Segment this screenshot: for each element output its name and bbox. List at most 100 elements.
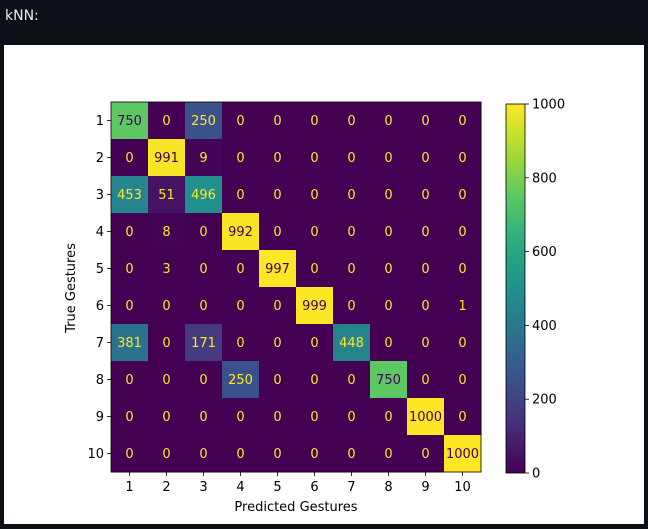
cell-value-label: 0 xyxy=(199,225,207,240)
cell-value-label: 0 xyxy=(458,114,466,129)
heatmap-cell xyxy=(296,250,334,288)
cell-value-label: 0 xyxy=(162,373,170,388)
heatmap-cell xyxy=(222,435,260,473)
heatmap-cell xyxy=(444,435,482,473)
heatmap-cell xyxy=(185,102,223,140)
heatmap-cell xyxy=(111,213,149,251)
cell-value-label: 750 xyxy=(376,373,401,388)
heatmap-cell xyxy=(444,250,482,288)
cell-value-label: 0 xyxy=(458,151,466,166)
colorbar-gradient xyxy=(505,103,526,474)
cell-value-label: 0 xyxy=(384,188,392,203)
cell-value-label: 448 xyxy=(339,336,364,351)
cell-value-label: 0 xyxy=(310,373,318,388)
cell-value-label: 0 xyxy=(236,447,244,462)
cell-value-label: 0 xyxy=(384,336,392,351)
notebook-cell-title: kNN: xyxy=(5,8,39,24)
heatmap-cell xyxy=(333,324,371,362)
cell-value-label: 0 xyxy=(384,299,392,314)
cell-value-label: 0 xyxy=(125,410,133,425)
x-tick-label: 1 xyxy=(125,480,133,495)
cell-value-label: 0 xyxy=(273,410,281,425)
cell-value-label: 0 xyxy=(273,373,281,388)
heatmap-cell xyxy=(296,139,334,177)
heatmap-cell xyxy=(259,435,297,473)
heatmap-cell xyxy=(370,139,408,177)
cell-value-label: 0 xyxy=(347,262,355,277)
heatmap-cell xyxy=(370,213,408,251)
heatmap-cell xyxy=(111,398,149,436)
heatmap-cell xyxy=(259,213,297,251)
heatmap-cell xyxy=(444,139,482,177)
heatmap-cell xyxy=(296,176,334,214)
y-tick-label: 6 xyxy=(96,299,104,314)
cell-value-label: 0 xyxy=(458,262,466,277)
heatmap-cell xyxy=(148,287,186,325)
cell-value-label: 0 xyxy=(310,225,318,240)
heatmap-cell xyxy=(370,287,408,325)
heatmap-cell xyxy=(185,435,223,473)
heatmap-cell xyxy=(296,324,334,362)
cell-value-label: 0 xyxy=(236,114,244,129)
heatmap-cell xyxy=(148,176,186,214)
heatmap-cell xyxy=(111,287,149,325)
heatmap-cell xyxy=(111,435,149,473)
heatmap-cell xyxy=(370,435,408,473)
cell-value-label: 0 xyxy=(199,299,207,314)
cell-value-label: 0 xyxy=(199,447,207,462)
cell-value-label: 0 xyxy=(273,447,281,462)
cell-value-label: 0 xyxy=(162,114,170,129)
cell-value-label: 0 xyxy=(421,299,429,314)
x-tick-label: 5 xyxy=(273,480,281,495)
heatmap-cell xyxy=(444,324,482,362)
heatmap-cell xyxy=(333,398,371,436)
heatmap-cell xyxy=(259,324,297,362)
cell-value-label: 0 xyxy=(273,151,281,166)
heatmap-cell xyxy=(444,398,482,436)
cell-value-label: 0 xyxy=(347,447,355,462)
colorbar-tick-label: 400 xyxy=(532,319,557,334)
heatmap-cell xyxy=(333,435,371,473)
x-tick-label: 3 xyxy=(199,480,207,495)
cell-value-label: 9 xyxy=(199,151,207,166)
y-tick-label: 8 xyxy=(96,373,104,388)
cell-value-label: 0 xyxy=(125,262,133,277)
cell-value-label: 0 xyxy=(199,410,207,425)
cell-annotations: 750 0 250 0 0 0 0 0 0 0 0 991 9 0 0 0 0 0 0 0 453 51 496 0 0 0 0 0 0… xyxy=(117,114,479,462)
heatmap-cell xyxy=(333,176,371,214)
heatmap-cell xyxy=(296,213,334,251)
heatmap-cell xyxy=(407,435,445,473)
cell-value-label: 8 xyxy=(162,225,170,240)
cell-value-label: 0 xyxy=(310,114,318,129)
heatmap-cell xyxy=(370,102,408,140)
colorbar-tick-label: 600 xyxy=(532,245,557,260)
heatmap-cell xyxy=(259,176,297,214)
cell-value-label: 1 xyxy=(458,299,466,314)
heatmap-cell xyxy=(185,176,223,214)
heatmap-cell xyxy=(407,287,445,325)
y-axis-label: True Gestures xyxy=(64,243,79,334)
cell-value-label: 3 xyxy=(162,262,170,277)
cell-value-label: 250 xyxy=(228,373,253,388)
cell-value-label: 0 xyxy=(199,373,207,388)
heatmap-cell xyxy=(444,361,482,399)
heatmap-cell xyxy=(296,398,334,436)
heatmap-cell xyxy=(259,398,297,436)
heatmap-cell xyxy=(333,361,371,399)
x-tick-label: 4 xyxy=(236,480,244,495)
heatmap-cell xyxy=(222,176,260,214)
colorbar-tick-label: 0 xyxy=(532,467,540,482)
cell-value-label: 750 xyxy=(117,114,142,129)
cell-value-label: 0 xyxy=(458,373,466,388)
heatmap-cell xyxy=(296,102,334,140)
cell-value-label: 0 xyxy=(162,447,170,462)
heatmap-cell xyxy=(185,398,223,436)
y-tick-label: 5 xyxy=(96,262,104,277)
cell-value-label: 0 xyxy=(347,299,355,314)
heatmap-cell xyxy=(222,213,260,251)
cell-value-label: 0 xyxy=(236,410,244,425)
cell-value-label: 0 xyxy=(125,151,133,166)
heatmap-cell xyxy=(148,139,186,177)
cell-value-label: 0 xyxy=(421,225,429,240)
heatmap-cell xyxy=(111,139,149,177)
